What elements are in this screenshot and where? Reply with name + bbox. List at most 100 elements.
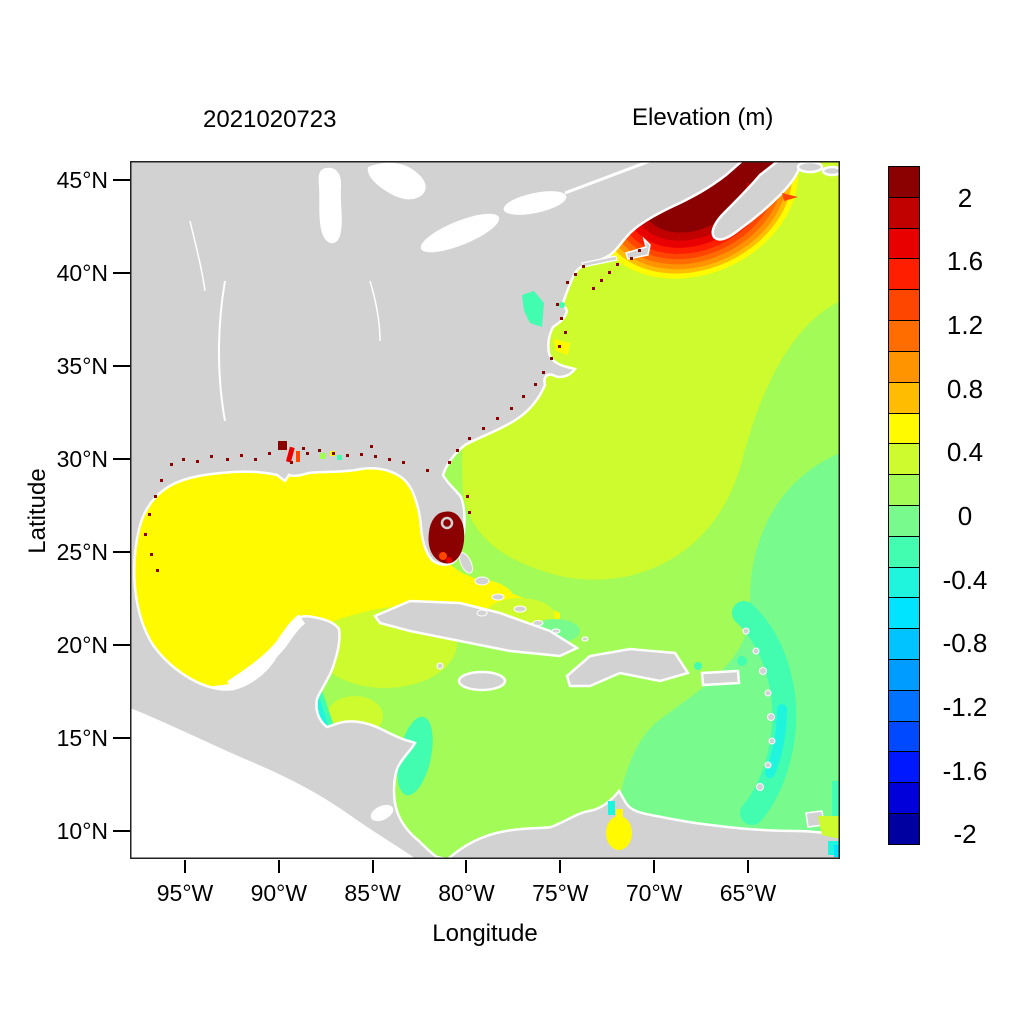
coastal-high-value-speckles [144, 249, 641, 572]
colorbar-tick-label--0.8: -0.8 [942, 628, 988, 659]
x-tick-label-75°W: 75°W [532, 880, 589, 906]
la-cluster-orange [296, 451, 300, 462]
coastal-speckle [150, 553, 153, 556]
colorbar-cell-11 [888, 504, 920, 537]
lake-okeechobee-outline [440, 516, 454, 530]
st-lawrence-river [564, 161, 651, 195]
colorbar-cell-1 [888, 196, 920, 229]
coastal-speckle [154, 495, 157, 498]
coastal-speckle [196, 460, 199, 463]
x-tick-label-70°W: 70°W [625, 880, 683, 906]
y-tick-label-40°N: 40°N [56, 260, 108, 286]
coastal-speckle [182, 458, 185, 461]
x-tick-mark [653, 860, 656, 873]
colorbar-cell-15 [888, 628, 920, 660]
y-tick-mark [113, 272, 130, 274]
coastal-speckle [148, 513, 151, 516]
x-tick-mark [465, 860, 468, 873]
coastal-speckle [240, 454, 243, 457]
y-tick-mark [113, 551, 130, 553]
coastal-speckle [254, 458, 257, 461]
y-tick-mark [113, 365, 130, 367]
colorbar-cell-17 [888, 689, 920, 722]
colorbar-tick-label--2: -2 [953, 819, 977, 850]
la-cluster-darkred [278, 441, 287, 450]
coastal-speckle [456, 449, 459, 452]
y-tick-mark [113, 644, 130, 646]
nova-scotia-orange-mark [782, 193, 798, 201]
y-axis-title: Latitude [24, 468, 51, 554]
coastal-speckle [156, 569, 159, 572]
y-tick-label-10°N: 10°N [56, 818, 108, 844]
x-tick-label-85°W: 85°W [344, 880, 401, 906]
coastal-speckle [574, 273, 577, 276]
colorbar-tick-label--1.6: -1.6 [942, 755, 988, 786]
y-tick-label-25°N: 25°N [56, 539, 108, 565]
coastal-speckle [306, 452, 309, 455]
surge-bay-of-fundy-tip [730, 161, 778, 184]
river-3 [369, 280, 381, 342]
x-tick-label-80°W: 80°W [438, 880, 495, 906]
coastal-speckle [510, 407, 513, 410]
coastal-speckle [374, 455, 377, 458]
lake-maracaibo-yellow [606, 816, 632, 850]
colorbar-cell-7 [888, 381, 920, 414]
chesapeake-teal-patch [522, 291, 544, 327]
campeche-nodata-band [227, 614, 306, 691]
coastal-speckle [282, 447, 285, 450]
coastal-speckle [582, 265, 585, 268]
land-nova-scotia [711, 161, 804, 241]
land-north-america [130, 161, 744, 859]
colorbar-title: Elevation (m) [632, 104, 774, 131]
coastal-speckle [468, 511, 471, 514]
trinidad-yellowgreen-patch [818, 816, 840, 839]
coastal-speckle [566, 281, 569, 284]
coastal-speckle [592, 287, 595, 290]
coastal-speckle [160, 479, 163, 482]
lake-erie [420, 213, 500, 253]
land-cayman [436, 662, 444, 670]
la-cluster-green [320, 453, 326, 459]
coastal-speckle [466, 495, 469, 498]
colorbar-cell-3 [888, 258, 920, 291]
maracaibo-neck [616, 809, 623, 823]
y-tick-label-35°N: 35°N [56, 353, 108, 379]
colorbar-cell-20 [888, 782, 920, 815]
colorbar-cell-16 [888, 659, 920, 691]
coastal-speckle [556, 303, 559, 306]
plot-border [130, 161, 840, 859]
colorbar-cell-10 [888, 474, 920, 506]
coastal-speckle [468, 437, 471, 440]
sea-belize-cyan-strip [315, 698, 329, 730]
lake-huron [367, 162, 426, 200]
colorbar-cell-9 [888, 443, 920, 476]
colorbar-cell-4 [888, 289, 920, 322]
sea-gulf-of-mexico [130, 451, 560, 689]
coastal-speckle [170, 463, 173, 466]
sea-mona-teal-dot2 [737, 656, 747, 666]
coastal-speckle [616, 263, 619, 266]
y-tick-mark [113, 458, 130, 460]
coastal-speckle [550, 357, 553, 360]
lake-nicaragua [370, 804, 394, 822]
pamlico-yellow-patch [554, 339, 570, 355]
colorbar-tick-label-0: 0 [957, 501, 973, 531]
colorbar-cell-6 [888, 350, 920, 383]
coastal-speckle [402, 461, 405, 464]
colorbar-tick-label--0.4: -0.4 [942, 564, 988, 595]
x-tick-mark [746, 860, 749, 873]
colorbar-tick-label-0.4: 0.4 [946, 437, 984, 468]
x-tick-label-90°W: 90°W [250, 880, 308, 906]
coastal-speckle [630, 257, 633, 260]
y-tick-label-20°N: 20°N [56, 632, 108, 658]
colorbar-cell-12 [888, 535, 920, 568]
pacific-nodata [130, 708, 416, 859]
coastal-speckle [332, 452, 335, 455]
coastal-speckle [496, 417, 499, 420]
colorbar-tick-label-2: 2 [957, 182, 973, 213]
coastal-speckle [318, 449, 321, 452]
coastal-speckle [360, 453, 363, 456]
colorbar-cell-2 [888, 227, 920, 260]
colorbar-cell-5 [888, 320, 920, 352]
